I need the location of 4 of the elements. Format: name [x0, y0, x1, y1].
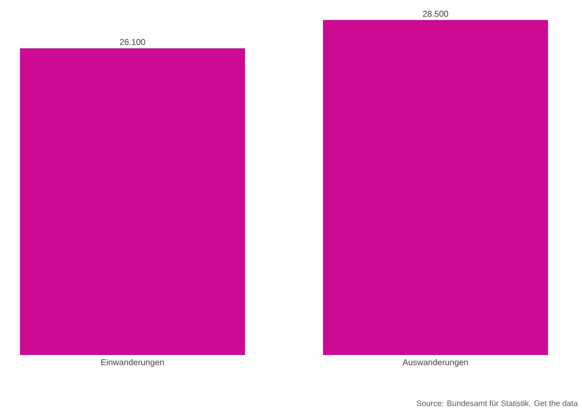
x-tick-label: Einwanderungen	[101, 359, 164, 367]
data-label: 26.100	[120, 39, 146, 46]
x-tick-label: Auswanderungen	[402, 359, 468, 367]
data-label: 28.500	[422, 10, 448, 17]
